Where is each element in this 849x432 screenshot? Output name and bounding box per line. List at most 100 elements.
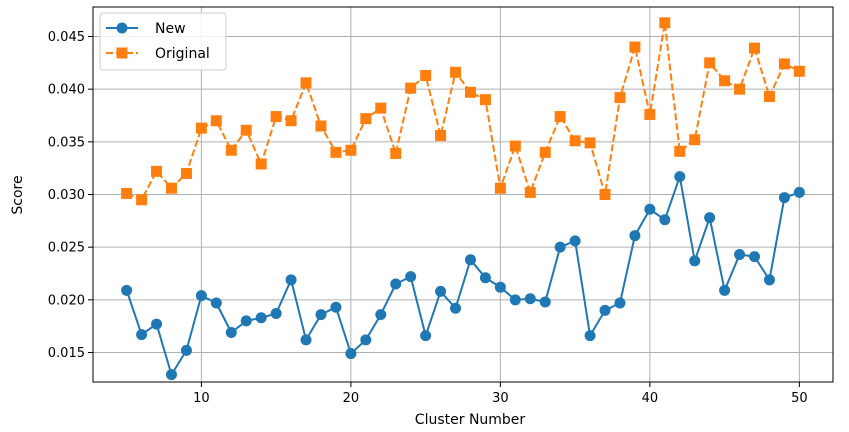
data-point-new xyxy=(405,271,417,283)
data-point-new xyxy=(330,301,342,313)
data-point-new xyxy=(734,249,746,261)
data-point-original xyxy=(689,134,701,146)
data-point-new xyxy=(285,274,297,286)
data-point-new xyxy=(644,203,656,215)
data-point-new xyxy=(674,171,686,183)
data-point-new xyxy=(165,369,177,381)
legend-marker-new xyxy=(116,22,128,34)
data-point-original xyxy=(450,66,462,78)
data-point-new xyxy=(524,293,536,305)
data-point-original xyxy=(360,113,372,125)
data-point-new xyxy=(599,304,611,316)
data-point-original xyxy=(554,111,566,123)
x-tick-label: 50 xyxy=(791,391,808,406)
data-point-new xyxy=(315,309,327,321)
data-point-original xyxy=(420,69,432,81)
data-point-original xyxy=(644,108,656,120)
data-point-new xyxy=(464,254,476,266)
data-point-new xyxy=(719,284,731,296)
data-point-original xyxy=(793,65,805,77)
data-point-original xyxy=(255,158,267,170)
data-point-new xyxy=(300,334,312,346)
data-point-new xyxy=(121,284,133,296)
data-point-new xyxy=(494,281,506,293)
data-point-original xyxy=(151,165,163,177)
data-point-new xyxy=(704,212,716,224)
data-point-original xyxy=(330,146,342,158)
data-point-new xyxy=(136,329,148,341)
y-tick-label: 0.045 xyxy=(48,30,85,45)
x-axis-title: Cluster Number xyxy=(415,412,526,428)
x-tick-label: 10 xyxy=(193,391,210,406)
data-point-new xyxy=(479,272,491,284)
data-point-new xyxy=(659,214,671,226)
data-point-original xyxy=(778,58,790,70)
data-point-original xyxy=(749,42,761,54)
series-line-original xyxy=(126,21,800,201)
y-axis-title: Score xyxy=(10,175,26,214)
data-point-original xyxy=(405,82,417,94)
data-point-original xyxy=(300,77,312,89)
data-point-original xyxy=(704,57,716,69)
y-tick-label: 0.015 xyxy=(48,346,85,361)
data-point-original xyxy=(659,17,671,29)
data-point-original xyxy=(210,115,222,127)
data-point-original xyxy=(270,111,282,123)
data-point-original xyxy=(464,86,476,98)
data-point-new xyxy=(390,278,402,290)
data-point-original xyxy=(569,135,581,147)
data-point-new xyxy=(240,315,252,327)
data-point-original xyxy=(136,194,148,206)
data-point-new xyxy=(195,290,207,302)
data-point-original xyxy=(240,124,252,136)
data-point-original xyxy=(539,146,551,158)
data-point-original xyxy=(479,94,491,106)
data-point-original xyxy=(435,130,447,142)
data-point-new xyxy=(435,285,447,297)
data-point-new xyxy=(584,330,596,342)
data-point-new xyxy=(614,297,626,309)
data-point-original xyxy=(614,92,626,104)
data-point-new xyxy=(360,334,372,346)
y-tick-label: 0.035 xyxy=(48,135,85,150)
data-point-original xyxy=(315,120,327,132)
data-point-original xyxy=(285,115,297,127)
data-point-new xyxy=(749,251,761,263)
data-point-original xyxy=(674,145,686,157)
data-point-original xyxy=(599,189,611,200)
legend-label-original: Original xyxy=(155,46,210,62)
data-point-original xyxy=(121,187,133,199)
legend-marker-original xyxy=(116,47,128,59)
data-point-original xyxy=(225,144,237,156)
data-point-new xyxy=(375,309,387,321)
x-tick-label: 20 xyxy=(343,391,360,406)
legend: New Original xyxy=(99,12,227,71)
data-point-new xyxy=(450,302,462,314)
data-point-original xyxy=(524,186,536,198)
data-point-new xyxy=(778,192,790,204)
data-point-new xyxy=(420,330,432,342)
data-point-new xyxy=(689,255,701,267)
data-point-new xyxy=(509,294,521,306)
data-point-original xyxy=(763,91,775,103)
series-layer xyxy=(121,17,805,381)
data-point-original xyxy=(390,147,402,159)
data-point-new xyxy=(539,296,551,308)
series-line-new xyxy=(125,175,800,376)
data-point-new xyxy=(180,344,192,356)
data-point-original xyxy=(494,182,506,194)
data-point-original xyxy=(375,102,387,114)
data-point-original xyxy=(584,137,596,149)
data-point-new xyxy=(569,235,581,247)
data-point-original xyxy=(509,140,521,152)
data-point-original xyxy=(734,83,746,95)
data-point-new xyxy=(554,241,566,253)
data-point-new xyxy=(225,326,237,338)
ticks: 10 20 30 40 50 0.015 0.020 0.025 0.030 0.035 0.040… xyxy=(48,30,808,406)
data-point-original xyxy=(345,144,357,156)
y-tick-label: 0.020 xyxy=(48,293,85,308)
y-tick-label: 0.025 xyxy=(48,241,85,256)
data-point-original xyxy=(719,75,731,87)
data-point-original xyxy=(165,182,177,194)
